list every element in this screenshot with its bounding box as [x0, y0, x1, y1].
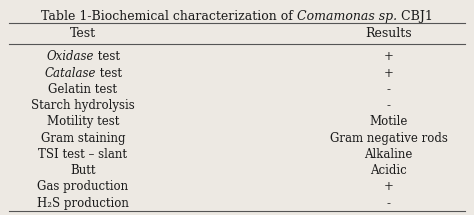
- Text: test: test: [94, 51, 120, 63]
- Text: Motile: Motile: [370, 115, 408, 128]
- Text: Motility test: Motility test: [47, 115, 119, 128]
- Text: Catalase: Catalase: [44, 67, 96, 80]
- Text: test: test: [96, 67, 122, 80]
- Text: +: +: [384, 180, 393, 194]
- Text: Gelatin test: Gelatin test: [48, 83, 118, 96]
- Text: Starch hydrolysis: Starch hydrolysis: [31, 99, 135, 112]
- Text: Results: Results: [365, 27, 412, 40]
- Text: Gas production: Gas production: [37, 180, 128, 194]
- Text: CBJ1: CBJ1: [397, 10, 433, 23]
- Text: Test: Test: [70, 27, 96, 40]
- Text: Butt: Butt: [70, 164, 96, 177]
- Text: +: +: [384, 51, 393, 63]
- Text: Comamonas sp.: Comamonas sp.: [297, 10, 397, 23]
- Text: Oxidase: Oxidase: [46, 51, 94, 63]
- Text: TSI test – slant: TSI test – slant: [38, 148, 128, 161]
- Text: Gram negative rods: Gram negative rods: [330, 132, 447, 145]
- Text: Table 1-Biochemical characterization of: Table 1-Biochemical characterization of: [41, 10, 297, 23]
- Text: -: -: [387, 83, 391, 96]
- Text: -: -: [387, 99, 391, 112]
- Text: Alkaline: Alkaline: [365, 148, 413, 161]
- Text: H₂S production: H₂S production: [37, 197, 129, 210]
- Text: Acidic: Acidic: [370, 164, 407, 177]
- Text: +: +: [384, 67, 393, 80]
- Text: Gram staining: Gram staining: [41, 132, 125, 145]
- Text: -: -: [387, 197, 391, 210]
